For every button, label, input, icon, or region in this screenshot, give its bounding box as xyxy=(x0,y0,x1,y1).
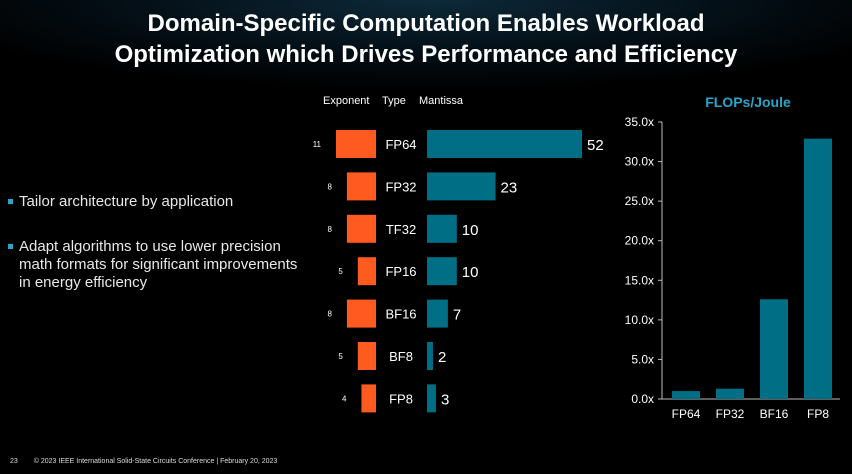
bullet-text: Adapt algorithms to use lower precision … xyxy=(19,238,298,291)
flops-bar xyxy=(804,138,832,399)
bullet-list: Tailor architecture by application Adapt… xyxy=(8,193,308,319)
y-tick-label: 20.0x xyxy=(625,234,654,248)
mantissa-value-label: 7 xyxy=(453,307,461,324)
flops-bar xyxy=(716,388,744,399)
x-tick-label: BF16 xyxy=(760,407,789,421)
header-type: Type xyxy=(382,95,406,107)
mantissa-bar xyxy=(427,299,448,328)
exponent-bar xyxy=(336,130,376,158)
mantissa-bar xyxy=(427,172,496,201)
x-tick-label: FP32 xyxy=(716,407,745,421)
page-number: 23 xyxy=(10,458,18,465)
header-exponent: Exponent xyxy=(323,95,370,107)
type-label: FP8 xyxy=(389,391,413,406)
y-tick-label: 35.0x xyxy=(625,115,654,129)
bullet-item: Tailor architecture by application xyxy=(8,193,308,211)
exponent-value-label: 8 xyxy=(327,310,332,319)
mantissa-value-label: 52 xyxy=(587,137,604,154)
x-tick-label: FP8 xyxy=(807,407,829,421)
y-tick-label: 15.0x xyxy=(625,273,654,287)
mantissa-value-label: 23 xyxy=(501,179,518,196)
exponent-value-label: 8 xyxy=(327,182,332,191)
header-mantissa: Mantissa xyxy=(419,95,464,107)
bullet-square-icon xyxy=(8,199,13,204)
exponent-bar xyxy=(346,299,376,328)
slide-title-line-1: Domain-Specific Computation Enables Work… xyxy=(147,10,705,37)
exponent-value-label: 5 xyxy=(338,352,343,361)
mantissa-bar xyxy=(427,130,582,158)
bullet-square-icon xyxy=(8,244,13,249)
slide-title-line-2: Optimization which Drives Performance an… xyxy=(114,41,738,68)
exponent-bar xyxy=(357,257,376,286)
exponent-value-label: 4 xyxy=(342,394,347,403)
exponent-value-label: 11 xyxy=(313,140,322,149)
x-tick-label: FP64 xyxy=(672,407,701,421)
exponent-bar xyxy=(346,172,376,201)
flops-bar xyxy=(760,299,788,399)
y-tick-label: 5.0x xyxy=(631,352,654,366)
y-tick-label: 0.0x xyxy=(631,392,654,406)
exponent-value-label: 8 xyxy=(327,225,332,234)
mantissa-bar xyxy=(427,257,457,286)
exponent-bar xyxy=(361,384,376,413)
mantissa-value-label: 10 xyxy=(462,222,479,239)
slide-footer: 23 © 2023 IEEE International Solid-State… xyxy=(10,458,291,465)
type-label: FP32 xyxy=(385,179,416,194)
footer-text: © 2023 IEEE International Solid-State Ci… xyxy=(33,458,278,465)
mantissa-bar xyxy=(427,342,433,370)
flops-bar xyxy=(672,391,700,399)
mantissa-bar xyxy=(427,214,457,243)
mantissa-value-label: 2 xyxy=(438,349,446,366)
y-tick-label: 25.0x xyxy=(625,194,654,208)
y-tick-label: 30.0x xyxy=(625,155,654,169)
exponent-bar xyxy=(346,214,376,243)
type-label: BF8 xyxy=(389,349,413,364)
mantissa-value-label: 10 xyxy=(462,264,479,281)
mantissa-value-label: 3 xyxy=(441,391,449,408)
type-label: BF16 xyxy=(385,307,416,322)
type-label: TF32 xyxy=(386,222,416,237)
exponent-bar xyxy=(357,342,376,370)
mantissa-bar xyxy=(427,384,436,413)
y-tick-label: 10.0x xyxy=(625,313,654,327)
bullet-text: Tailor architecture by application xyxy=(19,193,234,210)
bullet-item: Adapt algorithms to use lower precision … xyxy=(8,238,308,292)
flops-chart-title: FLOPs/Joule xyxy=(705,94,791,110)
type-label: FP16 xyxy=(385,264,416,279)
slide-title: Domain-Specific Computation Enables Work… xyxy=(0,8,852,70)
exponent-value-label: 5 xyxy=(338,267,343,276)
type-label: FP64 xyxy=(385,137,416,152)
